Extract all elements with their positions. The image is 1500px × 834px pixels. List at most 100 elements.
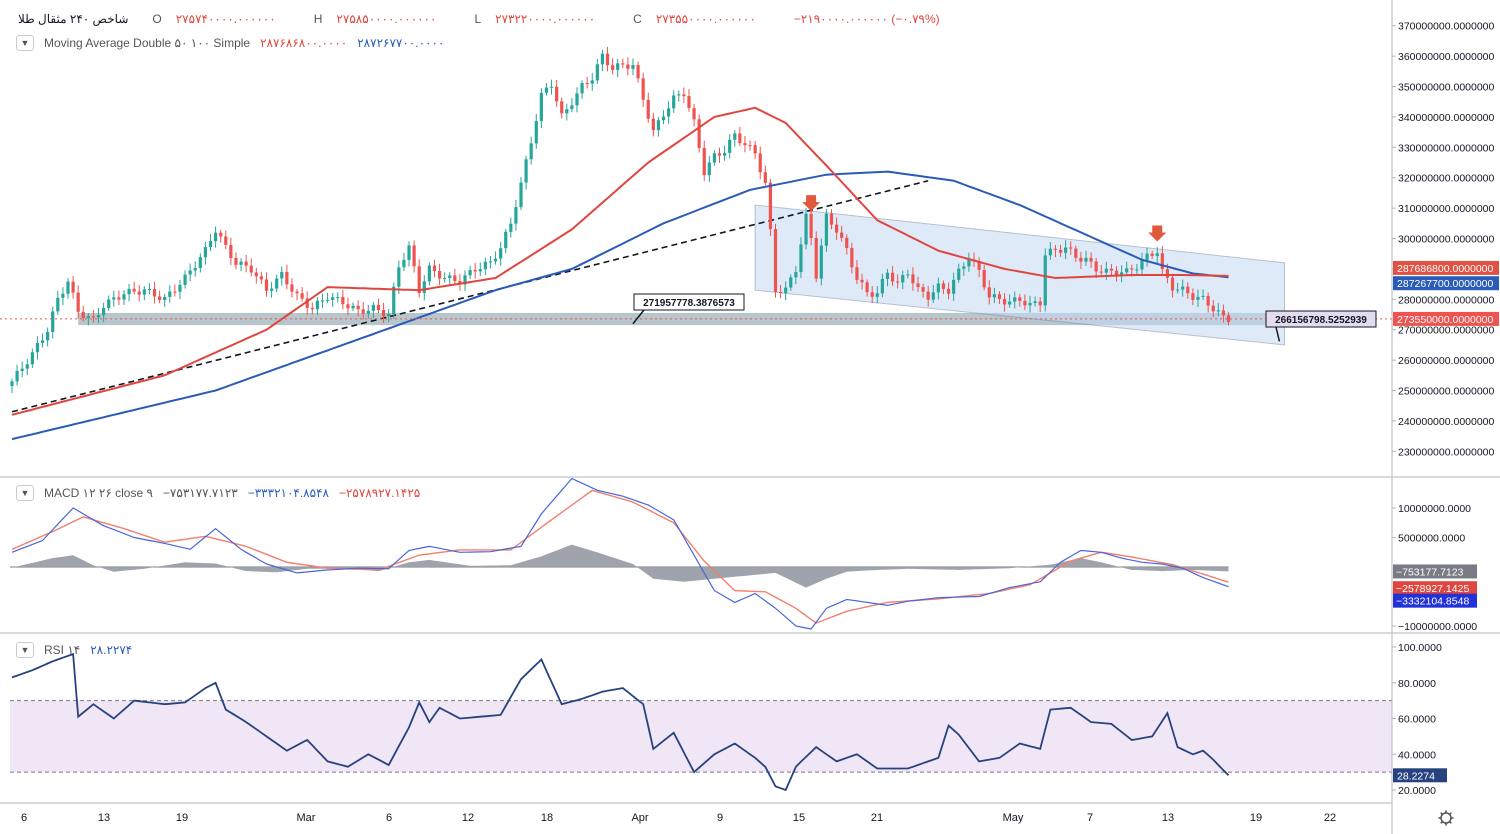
time-tick-label: 15 — [793, 812, 805, 824]
price-tick-label: 330000000.0000000 — [1398, 142, 1495, 154]
candle — [122, 290, 126, 305]
candle — [829, 209, 834, 230]
candle — [20, 361, 24, 378]
price-tick-label: 340000000.0000000 — [1398, 112, 1495, 124]
candle-body — [509, 223, 513, 232]
candle — [198, 253, 202, 273]
time-tick-label: 12 — [462, 812, 474, 824]
macd-signal-line — [11, 489, 1229, 624]
candle-body — [295, 291, 299, 294]
candle-body — [1181, 286, 1185, 290]
candle-body — [152, 289, 157, 297]
candle-body — [855, 267, 859, 280]
candle-body — [733, 133, 737, 140]
time-tick-label: 21 — [871, 812, 883, 824]
candle-body — [667, 108, 671, 117]
price-axis-badge-label: 287686800.0000000 — [1397, 263, 1494, 275]
candle — [30, 348, 34, 369]
candle — [946, 282, 951, 300]
macd-signal-value: −۲۵۷۸۹۲۷.۱۴۲۵ — [338, 486, 421, 500]
candle — [86, 313, 90, 326]
candle — [1181, 279, 1185, 297]
candle — [407, 241, 411, 267]
candle-body — [1053, 248, 1058, 250]
candle — [804, 208, 808, 250]
candle — [269, 281, 274, 298]
candle — [534, 114, 538, 149]
candle — [855, 259, 859, 285]
candle — [565, 103, 569, 121]
chevron-down-icon[interactable]: ▼ — [16, 485, 34, 501]
candle — [717, 147, 722, 163]
candle — [753, 140, 757, 159]
candle-body — [158, 296, 162, 301]
candle-body — [178, 284, 182, 292]
candle — [631, 58, 635, 76]
time-tick-label: 22 — [1324, 812, 1336, 824]
candle-body — [677, 94, 681, 96]
gear-icon[interactable] — [1438, 810, 1454, 826]
candle — [244, 254, 248, 273]
candle — [443, 272, 447, 283]
candle-body — [10, 381, 14, 386]
macd-tick-label: 10000000.0000 — [1398, 503, 1471, 515]
candle — [1140, 252, 1144, 276]
candle — [626, 57, 630, 76]
candle — [967, 252, 971, 272]
candle — [824, 209, 828, 252]
candle — [941, 280, 946, 295]
candle — [1002, 293, 1007, 312]
candle-body — [580, 83, 584, 94]
candle-body — [417, 266, 421, 294]
annotation-label: 271957778.3876573 — [643, 298, 735, 309]
candle-body — [931, 292, 935, 300]
candle — [1033, 296, 1037, 307]
chevron-down-icon[interactable]: ▼ — [16, 35, 34, 51]
candle — [1094, 257, 1098, 279]
candle — [605, 46, 610, 72]
candle-body — [1140, 259, 1144, 270]
candle — [549, 79, 554, 95]
macd-axis-badge — [1393, 593, 1477, 608]
candle-body — [809, 213, 813, 239]
candle-body — [1114, 270, 1119, 276]
candle — [875, 286, 879, 304]
candle-body — [1084, 257, 1088, 262]
candle — [936, 277, 940, 300]
candle-body — [773, 229, 778, 293]
candle — [982, 264, 986, 291]
candle-body — [493, 258, 498, 262]
high-value: ۲۷۵۸۵۰۰۰۰.۰۰۰۰۰۰ — [336, 12, 437, 26]
candle-body — [1150, 253, 1154, 256]
candle-body — [1120, 272, 1124, 276]
rsi-tick-label: 100.0000 — [1398, 642, 1442, 654]
candle — [672, 90, 676, 113]
candle — [906, 269, 910, 279]
candle-body — [30, 352, 34, 365]
time-tick-label: 9 — [717, 812, 723, 824]
chevron-down-icon[interactable]: ▼ — [16, 642, 34, 658]
candle-body — [275, 278, 279, 289]
gear-tooth — [1440, 812, 1444, 816]
rsi-tick-label: 80.0000 — [1398, 678, 1436, 690]
candle — [661, 110, 666, 125]
rsi-axis-badge-label: 28.2274 — [1397, 770, 1435, 782]
candle-body — [651, 118, 655, 131]
candle-body — [860, 279, 864, 283]
candle-body — [1008, 301, 1012, 305]
candle-body — [1211, 305, 1215, 312]
macd-line — [11, 477, 1229, 630]
candle — [560, 97, 564, 119]
candle — [1206, 292, 1210, 313]
candle-body — [371, 304, 375, 311]
candle-body — [575, 93, 579, 106]
price-axis-badge-label: 273550000.0000000 — [1397, 314, 1494, 326]
candle — [514, 199, 518, 231]
price-tick-label: 310000000.0000000 — [1398, 203, 1495, 215]
candle — [448, 272, 452, 286]
candle — [1053, 244, 1058, 258]
candle-body — [1069, 247, 1073, 249]
candle-body — [163, 296, 167, 301]
candle — [152, 281, 157, 304]
